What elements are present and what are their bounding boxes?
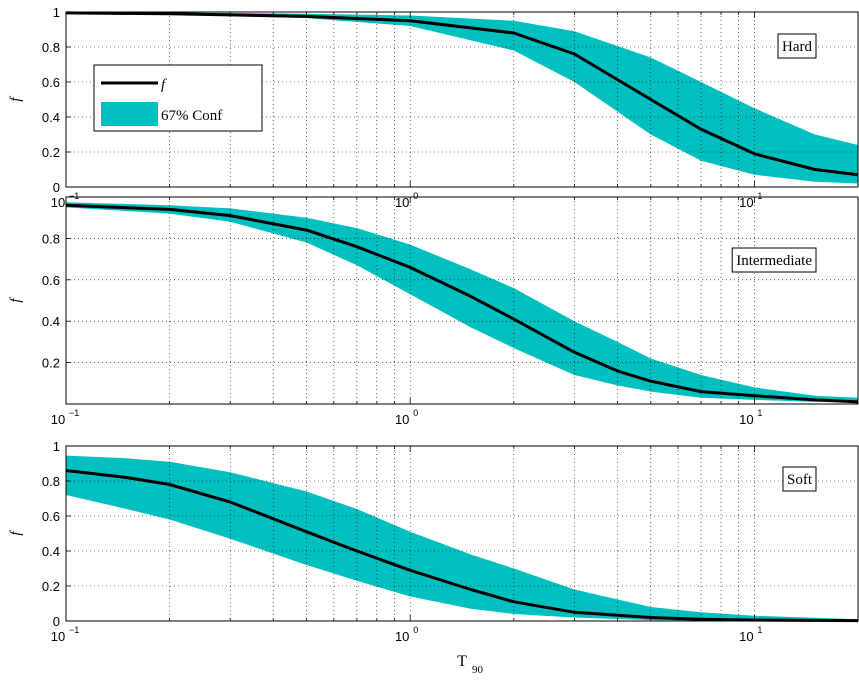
axes-frame: [65, 196, 859, 405]
y-tick-label: 0.2: [42, 579, 60, 594]
y-tick-label: 0.2: [42, 145, 60, 160]
y-tick-label: 0.4: [42, 544, 60, 559]
panel-label-box: [777, 33, 817, 59]
panel-label-box: [731, 247, 817, 273]
axes-frame: [65, 445, 859, 622]
y-axis-label: f: [8, 96, 24, 102]
x-tick-label: 10: [739, 195, 753, 210]
panel-label: Soft: [787, 472, 813, 488]
x-tick-label: 10: [395, 412, 409, 427]
x-tick-exponent: −1: [69, 408, 79, 418]
x-tick-label: 10: [739, 629, 753, 644]
x-tick-exponent: −1: [69, 625, 79, 635]
legend-label-conf: 67% Conf: [161, 108, 222, 124]
y-tick-label: 1: [53, 439, 60, 454]
y-tick-label: 0.4: [42, 110, 60, 125]
confidence-band: [66, 202, 858, 402]
x-axis-label-subscript: 90: [472, 664, 484, 676]
panel-label: Intermediate: [736, 253, 812, 269]
y-tick-label: 1: [53, 5, 60, 20]
x-tick-exponent: 1: [757, 408, 762, 418]
y-tick-label: 0.6: [42, 273, 60, 288]
x-tick-label: 10: [739, 412, 753, 427]
y-tick-label: 0.4: [42, 314, 60, 329]
x-tick-exponent: 0: [413, 625, 418, 635]
y-tick-label: 0: [53, 180, 60, 195]
axes-frame: [65, 11, 859, 188]
confidence-band: [66, 455, 858, 621]
x-axis-label: T: [457, 653, 467, 670]
x-tick-exponent: 0: [413, 408, 418, 418]
x-tick-label: 10: [395, 195, 409, 210]
panel-label-box: [782, 466, 817, 492]
series-line-f: [65, 203, 859, 404]
x-tick-label: 10: [51, 195, 65, 210]
x-tick-exponent: 1: [757, 191, 762, 201]
y-tick-label: 0.8: [42, 40, 60, 55]
panel-intermediate: 0.2 0.4 0.6 0.8 10 −1 10 0 10 1 f Intermediate: [8, 196, 859, 427]
y-tick-label: 0.8: [42, 231, 60, 246]
x-tick-label: 10: [395, 629, 409, 644]
x-tick-label: 10: [51, 629, 65, 644]
x-tick-label: 10: [51, 412, 65, 427]
legend: f 67% Conf: [93, 64, 263, 132]
y-axis-label: f: [8, 297, 24, 303]
y-tick-label: 0.8: [42, 474, 60, 489]
y-tick-label: 0.2: [42, 356, 60, 371]
panel-label: Hard: [782, 39, 812, 55]
y-axis-label: f: [8, 530, 24, 536]
confidence-band: [66, 12, 858, 184]
series-line-f: [65, 469, 859, 623]
y-tick-label: 0.6: [42, 75, 60, 90]
legend-band-swatch: [101, 102, 158, 126]
x-tick-exponent: −1: [69, 191, 79, 201]
y-tick-label: 0.6: [42, 509, 60, 524]
y-tick-label: 0: [53, 614, 60, 629]
legend-label-f: f: [161, 77, 167, 93]
x-tick-exponent: 1: [757, 625, 762, 635]
series-line-f: [65, 11, 859, 177]
x-tick-exponent: 0: [413, 191, 418, 201]
